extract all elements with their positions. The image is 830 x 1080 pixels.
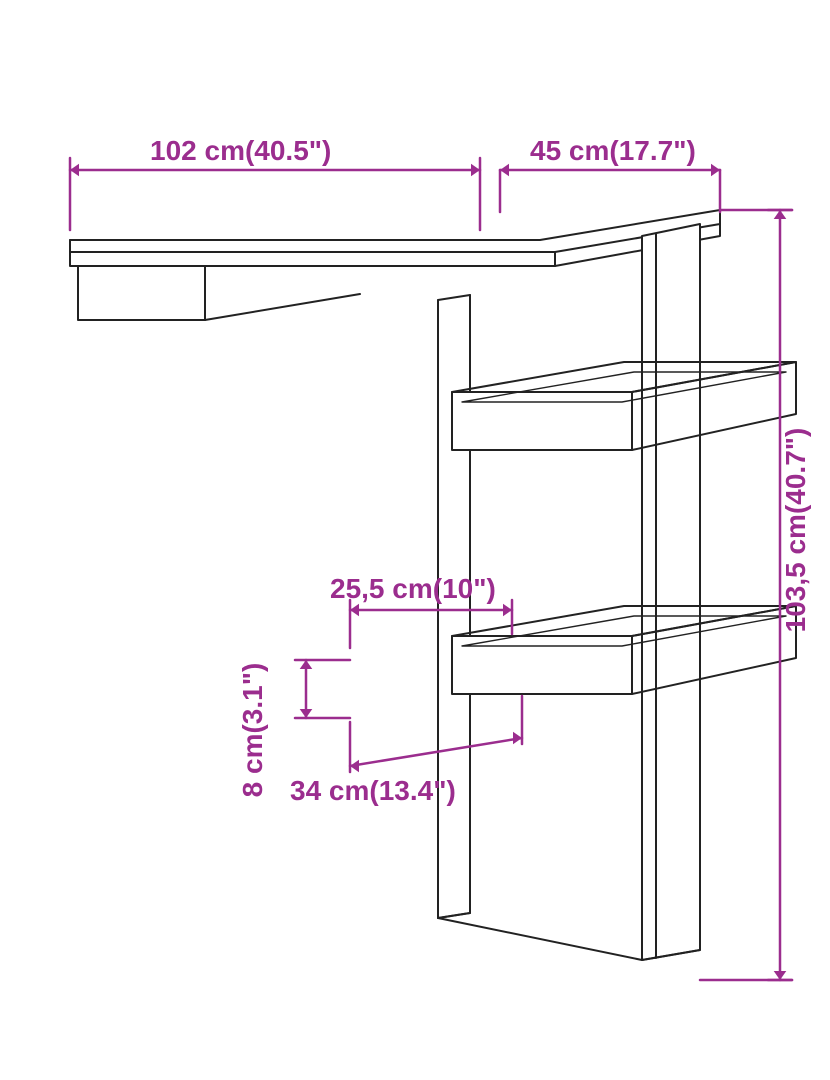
dim-label: 25,5 cm(10") xyxy=(330,573,496,604)
dim-label: 103,5 cm(40.7") xyxy=(780,428,811,633)
dim-label: 102 cm(40.5") xyxy=(150,135,331,166)
dim-label: 34 cm(13.4") xyxy=(290,775,456,806)
dim-label: 45 cm(17.7") xyxy=(530,135,696,166)
dim-label: 8 cm(3.1") xyxy=(237,663,268,798)
